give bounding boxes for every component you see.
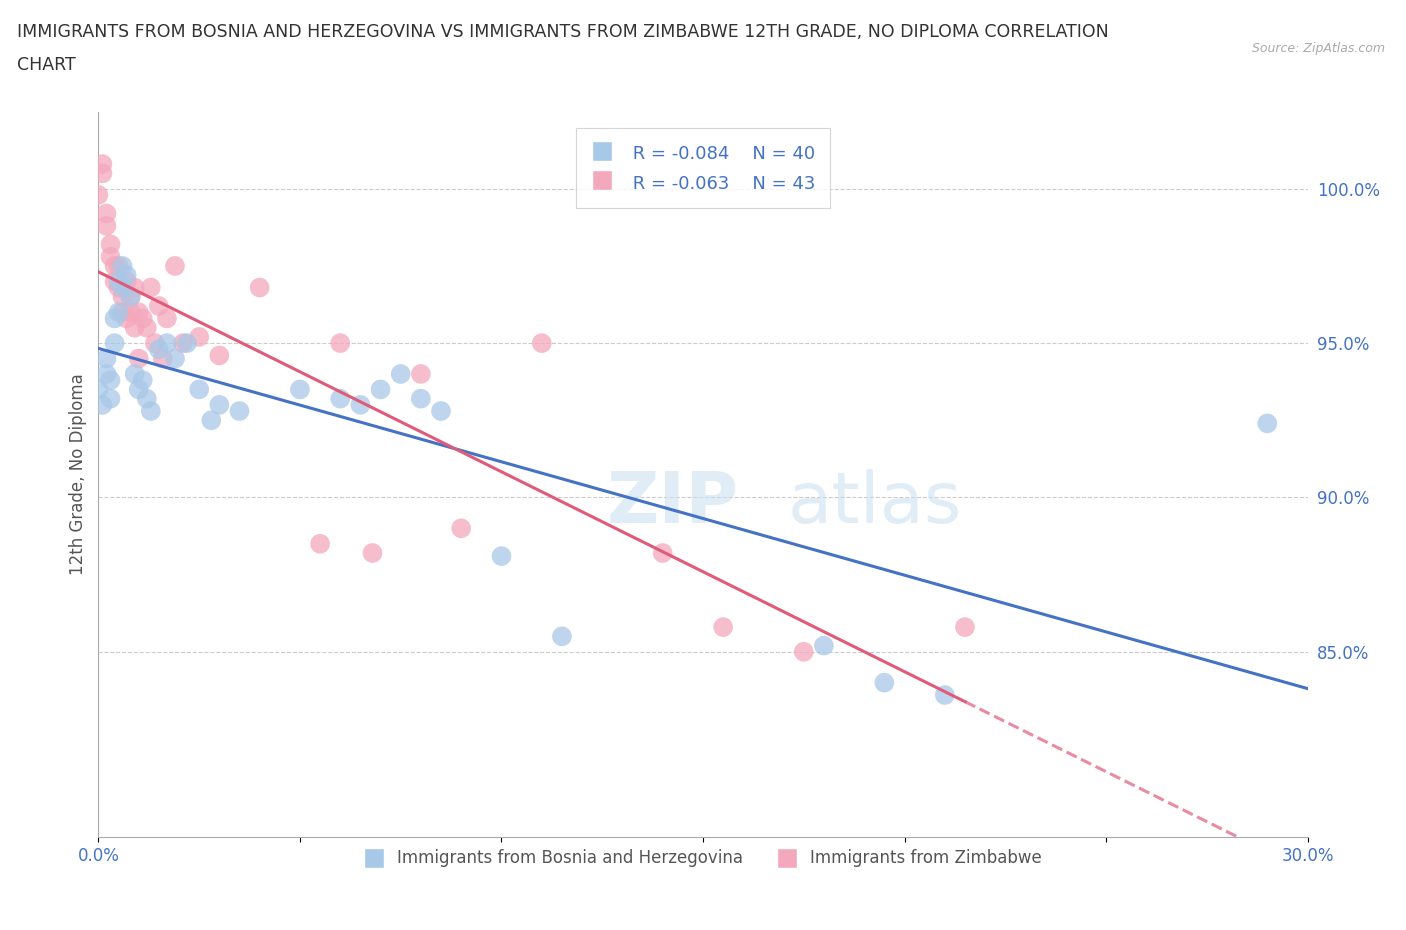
Point (163, 352, 186, 366)
Point (873, 675, 896, 690)
Point (87, 382, 110, 397)
Point (148, 299, 170, 313)
Point (208, 397, 231, 412)
Legend: Immigrants from Bosnia and Herzegovina, Immigrants from Zimbabwe: Immigrants from Bosnia and Herzegovina, … (356, 841, 1050, 876)
Point (389, 366, 412, 381)
Point (103, 274, 125, 289)
Point (120, 289, 142, 304)
Point (120, 305, 142, 320)
Point (288, 382, 311, 397)
Point (124, 280, 146, 295)
Text: CHART: CHART (17, 56, 76, 73)
Point (124, 320, 146, 335)
Point (409, 366, 432, 381)
Point (96, 206, 118, 221)
Point (148, 342, 170, 357)
Point (91, 156, 114, 171)
Point (103, 336, 125, 351)
Point (163, 259, 186, 273)
Point (409, 392, 432, 406)
Point (128, 352, 150, 366)
Text: IMMIGRANTS FROM BOSNIA AND HERZEGOVINA VS IMMIGRANTS FROM ZIMBABWE 12TH GRADE, N: IMMIGRANTS FROM BOSNIA AND HERZEGOVINA V… (17, 23, 1108, 41)
Point (87, 188, 110, 203)
Point (100, 392, 122, 406)
Point (450, 521, 472, 536)
Point (132, 311, 155, 325)
Point (107, 259, 129, 273)
Point (139, 404, 162, 418)
Point (530, 336, 553, 351)
Point (1256, 416, 1278, 431)
Point (115, 268, 138, 283)
Point (491, 549, 513, 564)
Point (115, 311, 138, 325)
Point (91, 166, 114, 180)
Point (107, 274, 129, 289)
Point (128, 382, 150, 397)
Point (96, 366, 118, 381)
Point (711, 619, 734, 634)
Point (172, 336, 194, 351)
Point (124, 366, 146, 381)
Point (309, 537, 332, 551)
Point (91, 397, 114, 412)
Point (103, 311, 125, 325)
Point (370, 382, 392, 397)
Text: atlas: atlas (787, 469, 962, 538)
Point (361, 546, 384, 561)
Point (551, 629, 574, 644)
Point (813, 638, 835, 653)
Point (249, 280, 271, 295)
Point (100, 249, 122, 264)
Point (135, 392, 157, 406)
Point (139, 280, 162, 295)
Point (934, 687, 956, 702)
Point (176, 336, 198, 351)
Point (100, 373, 122, 388)
Point (120, 289, 142, 304)
Text: ZIP: ZIP (606, 469, 738, 538)
Point (103, 259, 125, 273)
Point (188, 329, 211, 344)
Point (128, 305, 150, 320)
Point (107, 305, 129, 320)
Point (329, 336, 352, 351)
Point (430, 404, 453, 418)
Point (208, 348, 231, 363)
Point (107, 280, 129, 295)
Point (793, 644, 815, 659)
Point (349, 397, 371, 412)
Point (143, 336, 166, 351)
Point (135, 320, 157, 335)
Point (329, 392, 352, 406)
Point (96, 219, 118, 233)
Point (156, 336, 179, 351)
Point (111, 280, 134, 295)
Point (200, 413, 222, 428)
Point (953, 619, 976, 634)
Point (228, 404, 250, 418)
Point (111, 289, 134, 304)
Text: Source: ZipAtlas.com: Source: ZipAtlas.com (1251, 42, 1385, 55)
Point (100, 237, 122, 252)
Y-axis label: 12th Grade, No Diploma: 12th Grade, No Diploma (69, 374, 87, 575)
Point (96, 352, 118, 366)
Point (115, 274, 138, 289)
Point (651, 546, 673, 561)
Point (132, 373, 155, 388)
Point (156, 311, 179, 325)
Point (152, 352, 174, 366)
Point (188, 382, 211, 397)
Point (111, 259, 134, 273)
Point (111, 305, 134, 320)
